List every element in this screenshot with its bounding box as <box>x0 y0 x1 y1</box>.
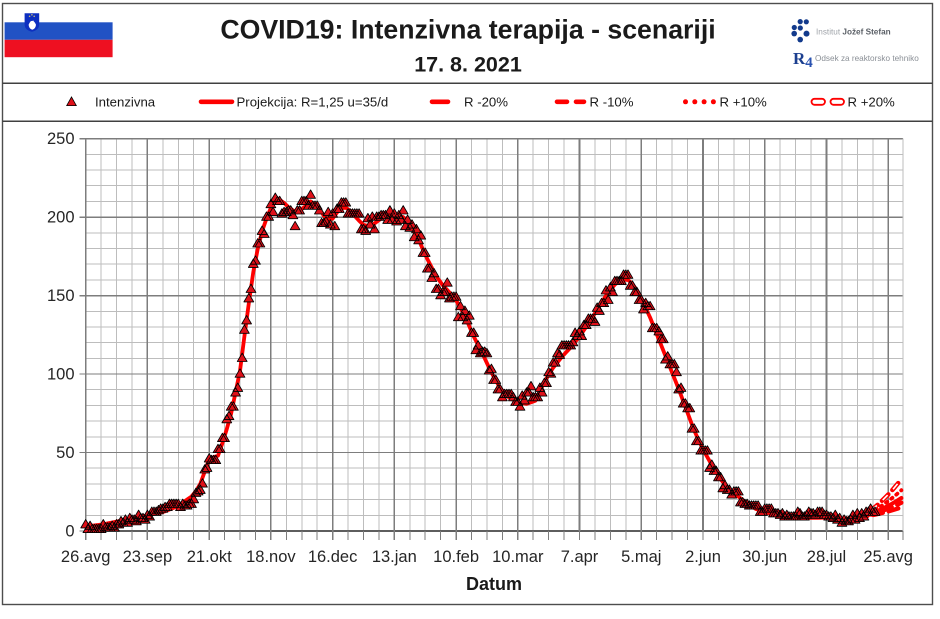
svg-text:18.nov: 18.nov <box>246 548 296 566</box>
svg-text:10.mar: 10.mar <box>492 548 544 566</box>
svg-text:Projekcija: R=1,25 u=35/d: Projekcija: R=1,25 u=35/d <box>237 95 389 110</box>
svg-text:30.jun: 30.jun <box>742 548 787 566</box>
svg-text:100: 100 <box>47 365 75 383</box>
svg-text:Intenzivna: Intenzivna <box>95 95 156 110</box>
svg-text:7.apr: 7.apr <box>561 548 599 566</box>
svg-text:13.jan: 13.jan <box>372 548 417 566</box>
svg-text:250: 250 <box>47 130 75 148</box>
svg-text:5.maj: 5.maj <box>621 548 661 566</box>
svg-text:10.feb: 10.feb <box>433 548 479 566</box>
svg-text:Institut Jožef Stefan: Institut Jožef Stefan <box>816 28 891 37</box>
svg-text:25.avg: 25.avg <box>863 548 913 566</box>
svg-text:21.okt: 21.okt <box>187 548 232 566</box>
svg-text:50: 50 <box>56 444 74 462</box>
svg-text:R -20%: R -20% <box>464 95 508 110</box>
svg-text:R4: R4 <box>793 49 813 71</box>
svg-text:150: 150 <box>47 287 75 305</box>
svg-text:0: 0 <box>65 522 74 540</box>
svg-text:23.sep: 23.sep <box>123 548 173 566</box>
svg-text:Datum: Datum <box>466 574 522 594</box>
svg-text:17. 8. 2021: 17. 8. 2021 <box>414 53 522 77</box>
svg-text:200: 200 <box>47 208 75 226</box>
svg-text:R +20%: R +20% <box>848 95 896 110</box>
svg-text:COVID19: Intenzivna terapija -: COVID19: Intenzivna terapija - scenariji <box>220 15 715 45</box>
svg-text:16.dec: 16.dec <box>308 548 358 566</box>
svg-text:26.avg: 26.avg <box>61 548 111 566</box>
svg-text:R +10%: R +10% <box>720 95 768 110</box>
svg-text:28.jul: 28.jul <box>807 548 846 566</box>
svg-text:2.jun: 2.jun <box>685 548 721 566</box>
svg-text:R -10%: R -10% <box>590 95 634 110</box>
svg-text:Odsek za reaktorsko tehniko: Odsek za reaktorsko tehniko <box>815 54 919 63</box>
